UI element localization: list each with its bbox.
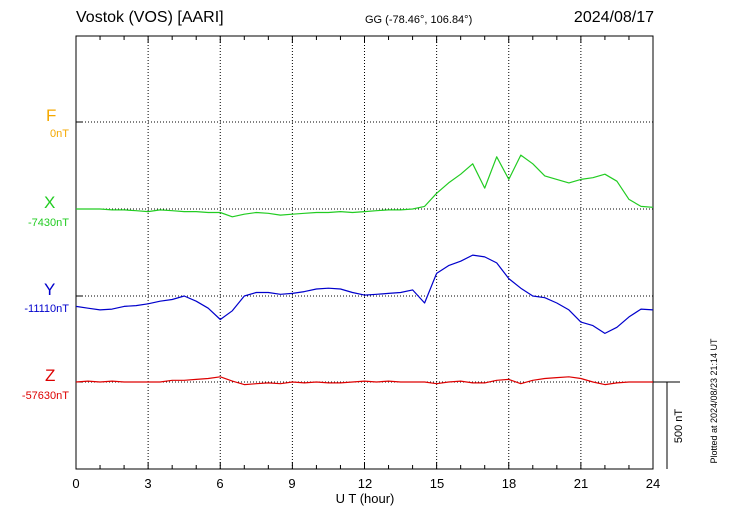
x-tick-label: 0	[72, 476, 80, 491]
trace-x	[76, 154, 654, 218]
x-tick-marks	[75, 36, 654, 469]
x-tick-label: 18	[501, 476, 517, 491]
trace-z	[75, 376, 653, 386]
traces	[75, 154, 654, 386]
baseline-gridlines	[76, 121, 653, 383]
station-title: Vostok (VOS) [AARI]	[76, 9, 224, 26]
x-tick-label: 15	[429, 476, 445, 491]
scale-bar-label: 500 nT	[673, 408, 685, 444]
plotted-timestamp: Plotted at 2024/08/23 21:14 UT	[709, 338, 719, 464]
x-tick-label: 12	[357, 476, 373, 491]
component-baseline-x: -7430nT	[28, 217, 69, 229]
station-coords: GG (-78.46°, 106.84°)	[365, 14, 473, 26]
x-tick-label: 9	[288, 476, 296, 491]
x-tick-label: 3	[144, 476, 152, 491]
component-baseline-f: 0nT	[50, 128, 69, 140]
component-letter-x: X	[44, 193, 56, 212]
x-axis-label: U T (hour)	[335, 491, 395, 506]
x-tick-label: 24	[645, 476, 661, 491]
component-letter-z: Z	[45, 366, 56, 385]
vertical-gridlines	[147, 36, 582, 469]
date-label: 2024/08/17	[573, 9, 654, 26]
component-letter-y: Y	[44, 280, 56, 299]
component-letter-f: F	[46, 106, 57, 125]
x-tick-label: 6	[216, 476, 224, 491]
trace-y	[75, 254, 654, 334]
scale-bar	[653, 381, 680, 469]
x-tick-label: 21	[573, 476, 589, 491]
component-baseline-y: -11110nT	[24, 303, 69, 315]
component-baseline-z: -57630nT	[21, 390, 69, 402]
